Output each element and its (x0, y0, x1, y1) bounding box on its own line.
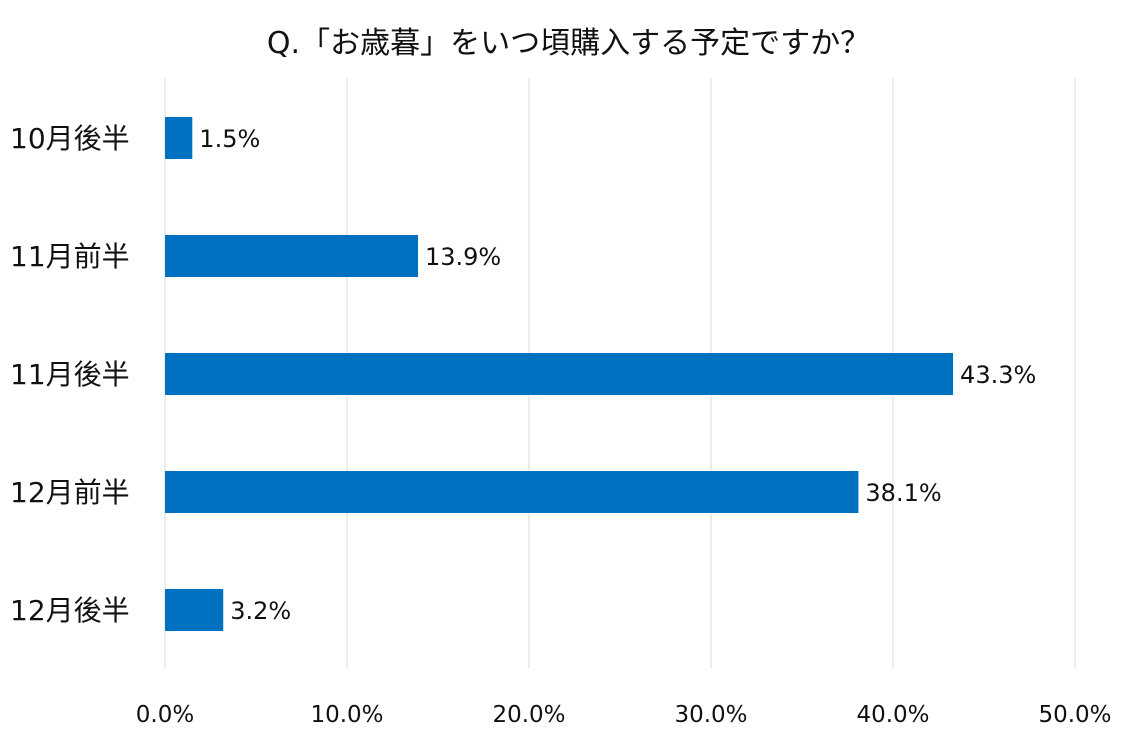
bar (165, 589, 224, 631)
bar (165, 235, 418, 277)
y-category-label: 12月後半 (10, 594, 130, 627)
x-tick-label: 0.0% (136, 702, 194, 728)
x-tick-label: 20.0% (492, 702, 565, 728)
bar (165, 471, 859, 513)
data-label: 1.5% (199, 125, 260, 153)
data-label: 3.2% (230, 597, 291, 625)
bar (165, 353, 954, 395)
data-label: 38.1% (865, 479, 941, 507)
y-category-label: 12月前半 (10, 476, 130, 509)
bar (165, 117, 193, 159)
y-category-label: 11月前半 (10, 240, 130, 273)
x-tick-label: 10.0% (310, 702, 383, 728)
data-label: 43.3% (960, 361, 1036, 389)
chart-title: Q.「お歳暮」をいつ頃購入する予定ですか？ (266, 26, 871, 61)
data-label: 13.9% (425, 243, 501, 271)
x-tick-label: 30.0% (674, 702, 747, 728)
x-tick-label: 40.0% (856, 702, 929, 728)
y-category-label: 11月後半 (10, 358, 130, 391)
x-tick-label: 50.0% (1038, 702, 1111, 728)
y-category-label: 10月後半 (10, 122, 130, 155)
